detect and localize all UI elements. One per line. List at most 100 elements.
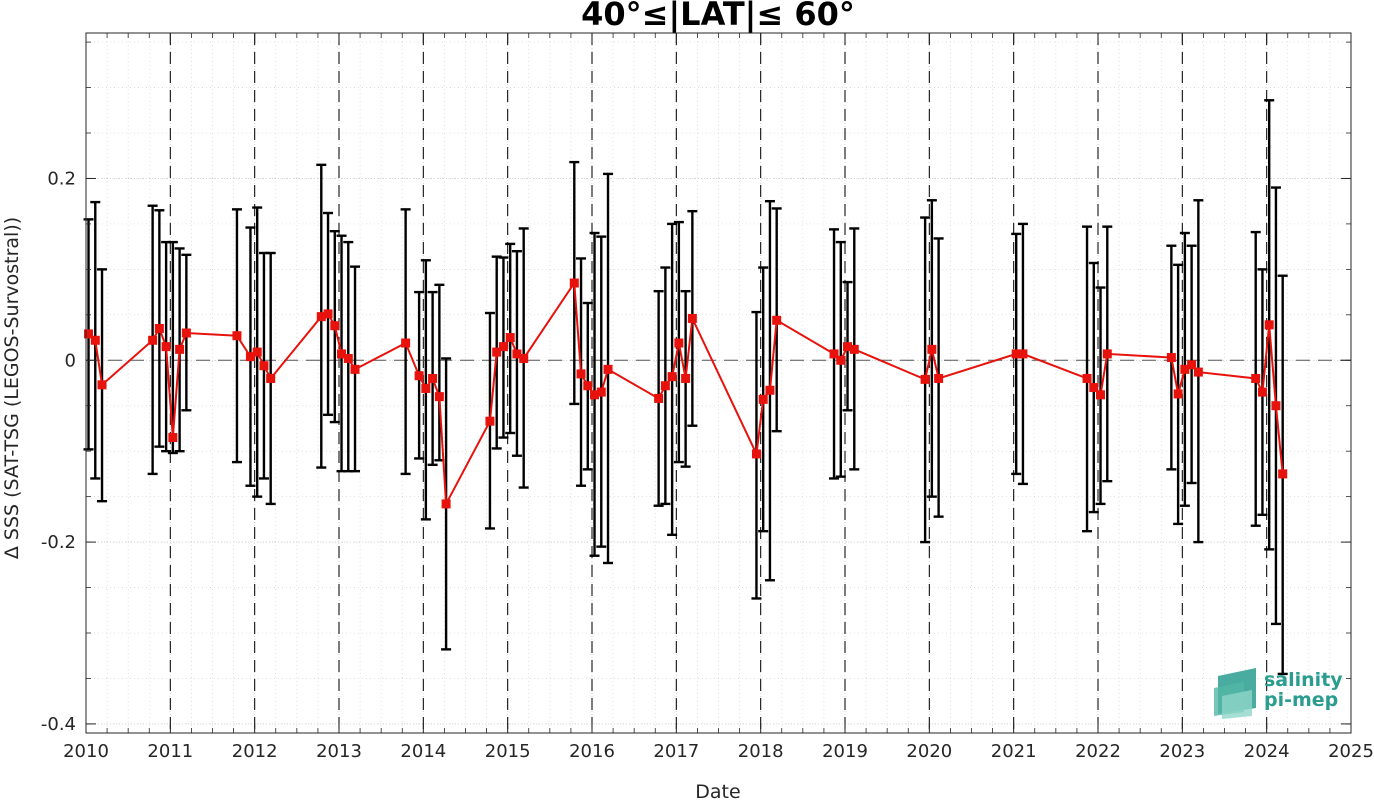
data-point-marker: [97, 380, 107, 390]
y-tick-labels: 0.2 0 -0.2 -0.4: [41, 168, 76, 734]
data-point-marker: [512, 349, 522, 359]
y-tick-label: -0.2: [41, 532, 76, 553]
x-tick-labels: 2010 2011 2012 2013 2014 2015 2016 2017 2018 2019…: [63, 741, 1374, 762]
data-point-marker: [84, 329, 94, 339]
data-point-marker: [1018, 349, 1028, 359]
data-point-marker: [576, 369, 586, 379]
data-point-marker: [330, 321, 340, 331]
x-tick-label: 2018: [738, 741, 784, 762]
minor-grid: [86, 33, 1351, 733]
data-point-marker: [667, 372, 677, 382]
data-point-marker: [603, 364, 613, 374]
data-point-marker: [829, 349, 839, 359]
data-point-marker: [765, 385, 775, 395]
data-point-marker: [168, 433, 178, 443]
axis-ticks: [85, 33, 1352, 733]
data-point-marker: [596, 387, 606, 397]
logo-line2: pi-mep: [1264, 689, 1338, 711]
data-point-marker: [421, 383, 431, 393]
y-axis-label: Δ SSS (SAT-TSG (LEGOS-Survostral)): [1, 217, 23, 559]
x-tick-label: 2025: [1328, 741, 1374, 762]
data-point-marker: [323, 309, 333, 319]
x-tick-label: 2020: [906, 741, 952, 762]
x-tick-label: 2013: [316, 741, 362, 762]
data-point-marker: [920, 374, 930, 384]
data-point-marker: [154, 323, 164, 333]
data-point-marker: [1096, 390, 1106, 400]
data-point-marker: [1278, 469, 1288, 479]
data-point-marker: [414, 371, 424, 381]
x-tick-label: 2023: [1159, 741, 1205, 762]
data-point-marker: [1187, 360, 1197, 370]
x-tick-label: 2015: [485, 741, 531, 762]
data-point-marker: [428, 373, 438, 383]
data-point-marker: [343, 353, 353, 363]
data-point-marker: [441, 499, 451, 509]
data-point-marker: [181, 328, 191, 338]
x-tick-label: 2019: [822, 741, 868, 762]
x-tick-label: 2016: [569, 741, 615, 762]
data-point-marker: [758, 394, 768, 404]
data-point-marker: [751, 449, 761, 459]
chart-title: 40°≤|LAT|≤ 60°: [581, 0, 855, 34]
data-point-marker: [1173, 389, 1183, 399]
x-tick-label: 2011: [147, 741, 193, 762]
logo-line1: salinity: [1264, 669, 1343, 691]
data-point-marker: [674, 338, 684, 348]
data-point-marker: [1166, 353, 1176, 363]
data-point-marker: [148, 335, 158, 345]
data-point-marker: [1089, 383, 1099, 393]
x-axis-label: Date: [695, 781, 740, 801]
data-point-marker: [1257, 387, 1267, 397]
data-point-marker: [927, 344, 937, 354]
x-tick-label: 2012: [232, 741, 278, 762]
data-point-marker: [337, 349, 347, 359]
data-point-marker: [90, 335, 100, 345]
data-point-marker: [1082, 373, 1092, 383]
x-tick-label: 2024: [1244, 741, 1290, 762]
data-point-marker: [654, 393, 664, 403]
wave-logo-icon: [1214, 668, 1256, 719]
data-point-marker: [1180, 364, 1190, 374]
y-tick-label: 0: [65, 350, 76, 371]
data-point-marker: [1264, 320, 1274, 330]
data-point-marker: [1193, 367, 1203, 377]
data-point-marker: [1271, 401, 1281, 411]
data-point-marker: [245, 352, 255, 362]
data-point-marker: [252, 347, 262, 357]
data-point-marker: [505, 333, 515, 343]
x-tick-label: 2017: [653, 741, 699, 762]
salinity-pi-mep-logo: salinity pi-mep: [1214, 668, 1343, 719]
x-tick-label: 2010: [63, 741, 109, 762]
data-point-marker: [772, 315, 782, 325]
y-tick-label: -0.4: [41, 714, 76, 735]
data-point-marker: [681, 373, 691, 383]
data-point-marker: [232, 331, 242, 341]
data-point-marker: [259, 361, 269, 371]
data-point-marker: [175, 344, 185, 354]
x-tick-label: 2021: [991, 741, 1037, 762]
year-divider-lines: [169, 33, 1268, 733]
data-point-marker: [934, 373, 944, 383]
data-point-marker: [401, 338, 411, 348]
data-point-marker: [498, 342, 508, 352]
data-point-marker: [161, 342, 171, 352]
data-point-marker: [492, 347, 502, 357]
data-point-marker: [660, 381, 670, 391]
data-point-marker: [583, 381, 593, 391]
data-point-marker: [266, 373, 276, 383]
data-point-marker: [1102, 349, 1112, 359]
data-point-marker: [836, 355, 846, 365]
data-point-marker: [485, 416, 495, 426]
y-tick-label: 0.2: [47, 168, 76, 189]
data-point-marker: [350, 364, 360, 374]
x-tick-label: 2022: [1075, 741, 1121, 762]
data-point-marker: [569, 278, 579, 288]
data-point-marker: [687, 313, 697, 323]
series-markers: [84, 278, 1288, 509]
x-tick-label: 2014: [400, 741, 446, 762]
data-point-marker: [849, 344, 859, 354]
data-point-marker: [519, 353, 529, 363]
data-point-marker: [434, 392, 444, 402]
